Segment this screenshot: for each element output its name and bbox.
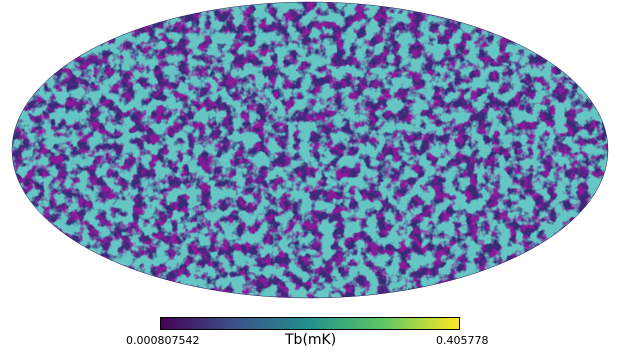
sky-map <box>11 1 609 299</box>
map-outline <box>11 1 609 299</box>
colorbar <box>160 317 460 330</box>
colorbar-unit-label: Tb(mK) <box>285 332 337 348</box>
colorbar-max-label: 0.405778 <box>436 334 489 347</box>
colorbar-min-label: 0.000807542 <box>126 334 200 347</box>
map-bright-noise <box>12 2 608 298</box>
